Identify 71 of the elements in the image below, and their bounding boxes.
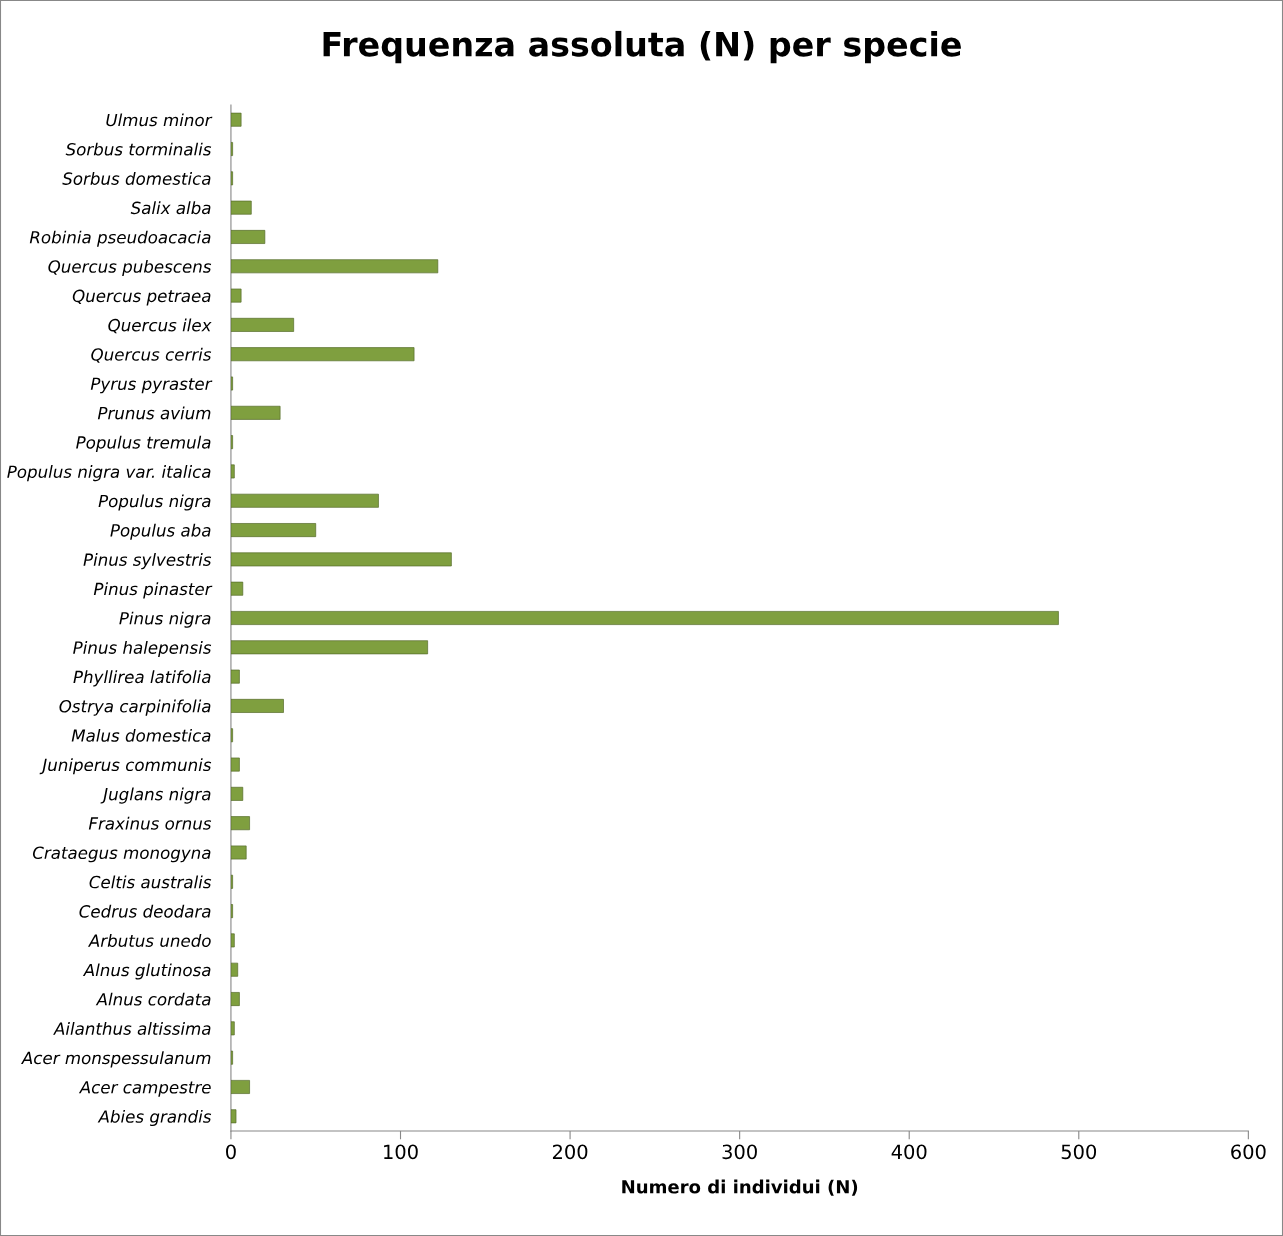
- bar: [230, 816, 250, 831]
- y-tick-label: Malus domestica: [71, 728, 211, 742]
- x-tick-label: 200: [552, 1144, 588, 1160]
- y-tick-label: Pinus sylvestris: [83, 553, 212, 570]
- y-tick-label: Quercus cerris: [91, 347, 212, 363]
- y-tick-label: Quercus petraea: [72, 289, 211, 306]
- y-tick-label: Populus nigra: [98, 494, 211, 511]
- bar: [230, 581, 244, 596]
- x-tick-label: 0: [226, 1144, 236, 1160]
- y-tick-label: Pinus halepensis: [73, 640, 212, 658]
- y-tick-label: Populus aba: [110, 523, 211, 540]
- bar: [230, 640, 428, 655]
- bar: [230, 317, 295, 332]
- x-tick-label: 100: [384, 1144, 418, 1160]
- y-tick-label: Salix alba: [130, 201, 211, 215]
- y-tick-label: Juniperus communis: [39, 758, 212, 775]
- y-tick-label: Populus tremula: [76, 435, 211, 452]
- y-tick-label: Ailanthus altissima: [53, 1022, 211, 1035]
- y-tick-label: Alnus glutinosa: [82, 963, 211, 980]
- bar: [230, 611, 1059, 625]
- bar: [230, 1080, 250, 1094]
- bar: [230, 347, 415, 362]
- bar: [230, 493, 379, 508]
- y-tick-label: Populus nigra var. italica: [7, 465, 211, 482]
- bar: [230, 757, 240, 772]
- chart-title: Frequenza assoluta (N) per specie: [323, 30, 961, 64]
- bar: [230, 698, 284, 713]
- y-tick-label: Pyrus pyraster: [90, 377, 213, 394]
- bar: [230, 112, 242, 127]
- y-tick-label: Fraxinus ornus: [88, 816, 212, 830]
- bar: [230, 1021, 235, 1036]
- y-tick-label: Acer campestre: [78, 1081, 211, 1097]
- y-tick-label: Cedrus deodara: [79, 904, 211, 918]
- bar: [230, 552, 452, 567]
- y-tick-label: Ulmus minor: [106, 113, 213, 127]
- bar: [230, 962, 239, 977]
- y-tick-label: Alnus cordata: [95, 992, 211, 1006]
- y-tick-label: Sorbus domestica: [62, 172, 211, 185]
- bar: [230, 669, 240, 684]
- bar: [230, 464, 235, 479]
- x-tick-label: 500: [1061, 1144, 1097, 1160]
- bar: [230, 288, 242, 303]
- y-tick-label: Celtis australis: [89, 875, 212, 889]
- x-tick-label: 300: [722, 1144, 757, 1160]
- y-tick-label: Abies grandis: [97, 1109, 212, 1127]
- y-tick-label: Phyllirea latifolia: [73, 670, 211, 687]
- y-tick-label: Sorbus torminalis: [65, 142, 212, 156]
- bar: [230, 405, 281, 420]
- y-tick-label: Pinus nigra: [119, 611, 211, 628]
- bar: [230, 230, 266, 244]
- y-tick-label: Pinus pinaster: [93, 582, 213, 599]
- y-tick-label: Juglans nigra: [100, 787, 211, 804]
- y-tick-label: Acer monspessulanum: [21, 1051, 211, 1068]
- bar: [230, 259, 439, 274]
- bar: [230, 786, 244, 801]
- x-tick-label: 600: [1231, 1144, 1266, 1160]
- bar: [230, 845, 247, 860]
- bar: [230, 200, 252, 215]
- y-tick-label: Robinia pseudoacacia: [29, 230, 211, 247]
- y-tick-label: Quercus ilex: [108, 318, 212, 334]
- y-tick-label: Quercus pubescens: [48, 259, 212, 277]
- y-tick-label: Prunus avium: [97, 406, 211, 420]
- x-tick-label: 400: [891, 1144, 927, 1160]
- bar: [230, 933, 235, 948]
- y-tick-label: Ostrya carpinifolia: [59, 699, 211, 716]
- x-axis-title: Numero di individui (N): [622, 1179, 858, 1196]
- y-tick-label: Crataegus monogyna: [32, 846, 211, 863]
- bar: [230, 523, 317, 538]
- bar: [230, 1109, 237, 1124]
- bar: [230, 992, 240, 1006]
- y-tick-label: Arbutus unedo: [87, 934, 211, 947]
